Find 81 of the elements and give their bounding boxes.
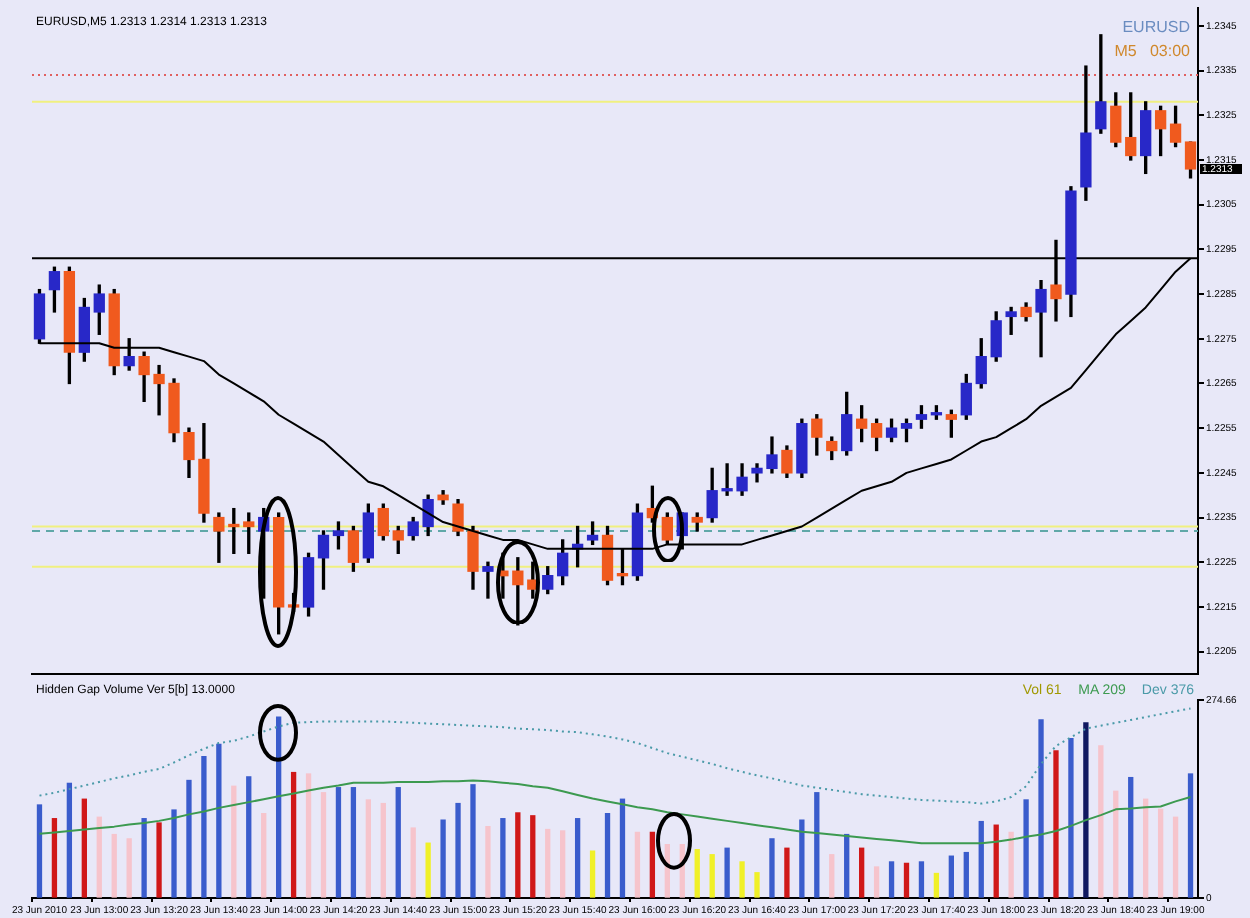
bar bbox=[918, 861, 925, 898]
bar bbox=[1113, 790, 1119, 898]
bar bbox=[350, 787, 357, 898]
bar bbox=[545, 828, 551, 898]
bar bbox=[1068, 738, 1074, 898]
bar bbox=[470, 784, 476, 898]
bar bbox=[380, 802, 386, 898]
bar bbox=[156, 822, 162, 898]
bar bbox=[1157, 808, 1164, 898]
bar bbox=[171, 809, 177, 898]
bar bbox=[410, 827, 416, 898]
bar bbox=[111, 833, 117, 898]
bar bbox=[604, 813, 611, 898]
bar bbox=[978, 820, 984, 898]
bar bbox=[739, 861, 745, 898]
bar bbox=[814, 792, 820, 898]
bar bbox=[829, 854, 835, 898]
bar bbox=[186, 779, 192, 898]
bar bbox=[51, 818, 58, 898]
line-series bbox=[38, 707, 1192, 805]
bar bbox=[619, 798, 626, 898]
bar bbox=[963, 851, 969, 898]
candlestick bbox=[1005, 306, 1017, 335]
bar bbox=[649, 831, 656, 898]
bar bbox=[634, 831, 641, 898]
bar bbox=[888, 861, 895, 898]
bar bbox=[709, 854, 715, 898]
bar bbox=[589, 850, 596, 898]
bar bbox=[933, 872, 940, 898]
bar bbox=[1098, 745, 1104, 898]
annotation: EURUSD bbox=[1122, 18, 1191, 37]
bar bbox=[440, 819, 446, 898]
bar bbox=[485, 825, 491, 898]
bar bbox=[993, 824, 999, 898]
bar bbox=[365, 799, 372, 898]
bar bbox=[769, 838, 775, 898]
bar bbox=[231, 785, 237, 898]
bar bbox=[784, 847, 790, 898]
bar bbox=[141, 818, 147, 898]
bar bbox=[560, 830, 566, 898]
bar bbox=[216, 743, 222, 898]
bar bbox=[455, 802, 461, 898]
bar bbox=[81, 798, 87, 898]
bar bbox=[96, 816, 102, 898]
bar bbox=[1038, 719, 1044, 898]
bar bbox=[261, 813, 267, 898]
bar bbox=[126, 838, 132, 898]
bar bbox=[574, 818, 581, 898]
bar bbox=[395, 787, 401, 898]
bar bbox=[305, 773, 312, 898]
bar bbox=[724, 847, 730, 898]
bar bbox=[1187, 773, 1194, 898]
bar bbox=[1143, 798, 1149, 898]
bar bbox=[1023, 799, 1029, 898]
bar bbox=[844, 833, 850, 898]
bar bbox=[873, 866, 880, 898]
bar bbox=[320, 792, 327, 898]
bar bbox=[1128, 776, 1134, 898]
bar bbox=[1008, 831, 1014, 898]
bar bbox=[948, 855, 955, 898]
bar bbox=[335, 787, 342, 898]
bar bbox=[858, 847, 865, 898]
bar bbox=[1053, 750, 1059, 898]
bar bbox=[799, 819, 805, 898]
bar bbox=[903, 862, 910, 898]
bar bbox=[754, 872, 760, 898]
annotation: M5 03:00 bbox=[1114, 42, 1192, 61]
bar bbox=[500, 818, 506, 898]
candlestick bbox=[482, 561, 494, 599]
bar bbox=[290, 771, 297, 898]
bar bbox=[36, 804, 43, 898]
bar bbox=[275, 716, 282, 898]
bar bbox=[66, 782, 73, 898]
bar bbox=[246, 776, 252, 898]
bar bbox=[694, 849, 700, 898]
bar bbox=[1172, 816, 1179, 898]
bar bbox=[530, 815, 536, 898]
bar bbox=[425, 842, 431, 898]
bar bbox=[201, 756, 207, 898]
bar bbox=[515, 812, 521, 898]
bar bbox=[1083, 722, 1089, 898]
